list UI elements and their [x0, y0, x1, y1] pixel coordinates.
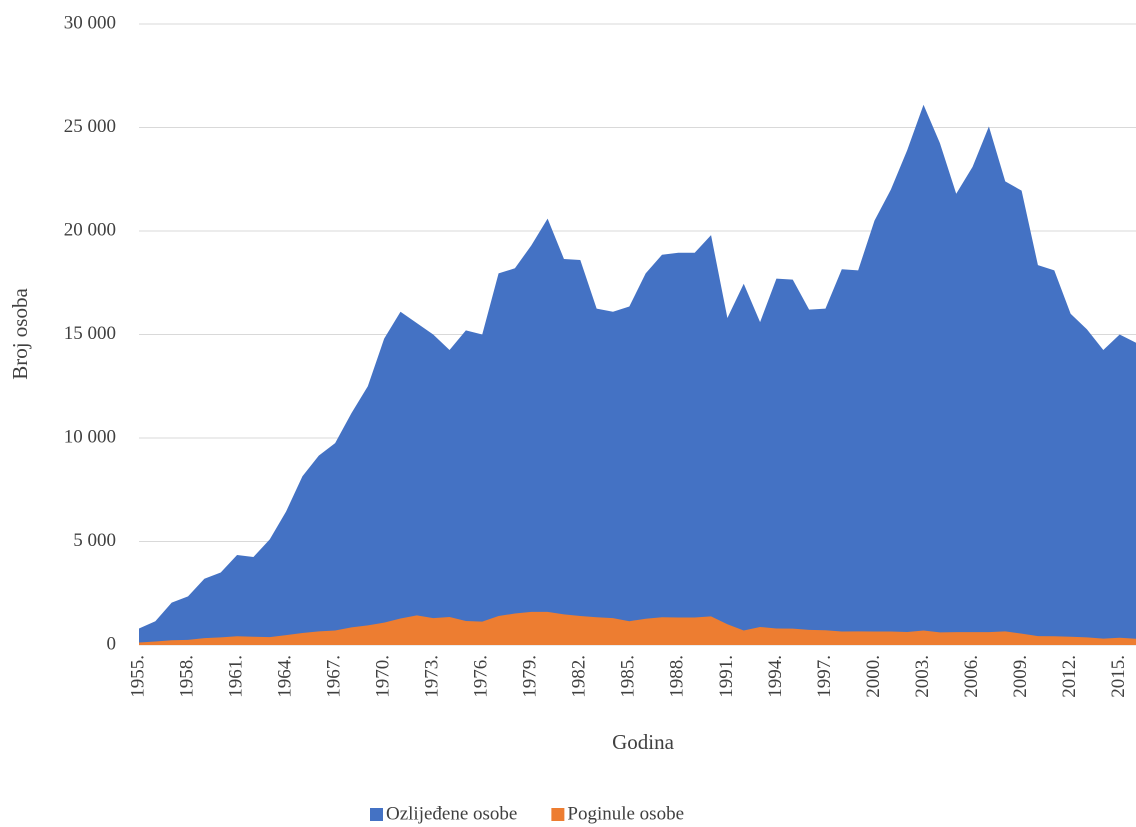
- x-tick-label: 1982.: [569, 655, 590, 698]
- x-tick-label: 1991.: [716, 655, 737, 698]
- x-tick-label: 1970.: [373, 655, 394, 698]
- x-tick-label: 2000.: [863, 655, 884, 698]
- x-tick-label: 2003.: [912, 655, 933, 698]
- y-tick-label: 5 000: [73, 530, 116, 551]
- x-tick-label: 1964.: [274, 655, 295, 698]
- x-tick-label: 1955.: [127, 655, 148, 698]
- x-tick-label: 1976.: [471, 655, 492, 698]
- y-tick-label: 15 000: [64, 323, 116, 344]
- area: [139, 104, 1136, 646]
- x-tick-label: 1988.: [667, 655, 688, 698]
- legend-swatch: [551, 808, 565, 821]
- x-tick-label: 1985.: [618, 655, 639, 698]
- x-tick-label: 2009.: [1010, 655, 1031, 698]
- y-tick-label: 25 000: [64, 116, 116, 137]
- x-tick-label: 1958.: [176, 655, 197, 698]
- x-axis-title: Godina: [612, 730, 675, 754]
- legend-label: Poginule osobe: [567, 803, 684, 824]
- x-tick-label: 2006.: [961, 655, 982, 698]
- legend-label: Ozlijeđene osobe: [386, 803, 517, 824]
- area: [139, 611, 1136, 645]
- x-tick-label: 1979.: [520, 655, 541, 698]
- x-tick-label: 2015.: [1108, 655, 1129, 698]
- y-tick-label: 20 000: [64, 219, 116, 240]
- x-tick-label: 1997.: [814, 655, 835, 698]
- x-tick-label: 1994.: [765, 655, 786, 698]
- legend: Ozlijeđene osobe Poginule osobe: [370, 803, 684, 824]
- y-tick-label: 0: [107, 633, 117, 654]
- y-axis-title: Broj osoba: [8, 288, 32, 380]
- x-tick-label: 1967.: [323, 655, 344, 698]
- x-tick-label: 1973.: [422, 655, 443, 698]
- legend-swatch: [370, 808, 383, 821]
- y-tick-label: 30 000: [64, 12, 116, 33]
- y-tick-label: 10 000: [64, 426, 116, 447]
- x-tick-label: 1961.: [225, 655, 246, 698]
- x-tick-label: 2012.: [1059, 655, 1080, 698]
